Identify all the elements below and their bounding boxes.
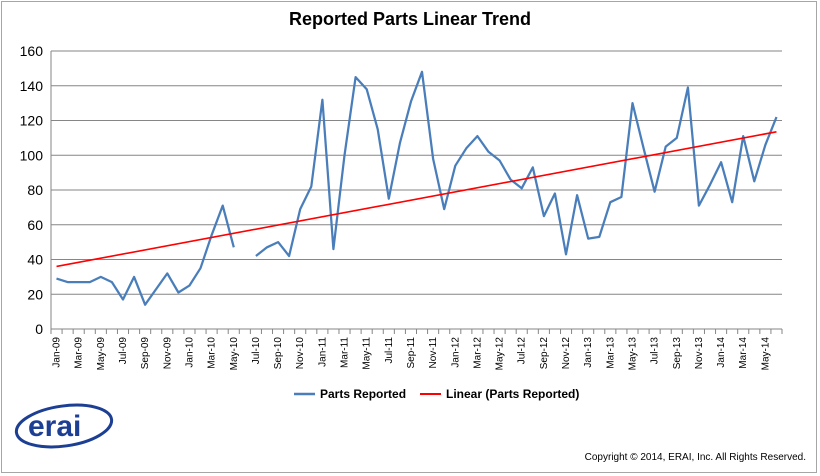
y-tick-label: 80 — [27, 182, 43, 198]
y-tick-label: 40 — [27, 252, 43, 268]
x-tick-label: Jul-11 — [384, 337, 395, 364]
x-tick-label: Jan-14 — [716, 337, 727, 368]
x-tick-label: Jul-09 — [118, 337, 129, 365]
copyright-text: Copyright © 2014, ERAI, Inc. All Rights … — [584, 452, 806, 463]
x-tick-label: May-10 — [229, 337, 240, 371]
x-tick-label: Jan-11 — [317, 337, 328, 367]
y-tick-label: 60 — [27, 217, 43, 233]
chart-title: Reported Parts Linear Trend — [288, 9, 532, 29]
x-tick-label: Jan-13 — [583, 337, 594, 368]
x-tick-label: May-13 — [627, 337, 638, 371]
x-tick-label: Mar-13 — [605, 337, 616, 369]
x-tick-label: Jan-12 — [450, 337, 461, 368]
x-tick-label: Sep-09 — [140, 337, 151, 370]
x-tick-label: Sep-10 — [273, 337, 284, 370]
x-tick-label: Mar-09 — [74, 337, 85, 369]
parts-reported-line — [56, 204, 235, 306]
x-tick-label: Jul-10 — [251, 337, 262, 365]
x-tick-label: Sep-13 — [672, 337, 683, 370]
x-tick-label: May-12 — [495, 337, 506, 371]
x-tick-label: May-11 — [362, 337, 373, 370]
y-tick-label: 120 — [20, 113, 44, 129]
x-tick-label: May-14 — [760, 337, 771, 371]
linear-trend-line — [56, 131, 777, 268]
x-tick-label: Nov-10 — [295, 337, 306, 370]
x-tick-label: Nov-11 — [428, 337, 439, 369]
x-tick-label: Mar-14 — [738, 337, 749, 369]
x-tick-label: Nov-12 — [561, 337, 572, 370]
x-tick-label: Mar-10 — [207, 337, 218, 369]
x-tick-label: Nov-09 — [162, 337, 173, 370]
y-tick-label: 160 — [20, 43, 44, 59]
axes — [50, 51, 783, 334]
x-tick-label: Mar-12 — [472, 337, 483, 369]
x-tick-label: Jul-13 — [650, 337, 661, 365]
y-tick-label: 140 — [20, 78, 44, 94]
legend-label-linear: Linear (Parts Reported) — [446, 387, 579, 401]
x-tick-label: Mar-11 — [340, 337, 351, 368]
x-tick-label: Jan-10 — [184, 337, 195, 368]
x-tick-label: Nov-13 — [694, 337, 705, 370]
series-lines — [56, 70, 778, 306]
parts-reported-line — [255, 70, 778, 258]
logo-text: erai — [28, 410, 81, 443]
y-tick-label: 0 — [35, 321, 43, 337]
x-axis-ticks: Jan-09 Mar-09 May-09 Jul-09 Sep-09 Nov-09 Jan-… — [52, 337, 772, 371]
x-tick-label: Jul-12 — [517, 337, 528, 365]
y-axis-ticks: 0 20 40 60 80 100 120 140 160 — [20, 43, 44, 337]
x-tick-label: Sep-11 — [406, 337, 417, 369]
legend: Parts Reported Linear (Parts Reported) — [294, 387, 579, 401]
y-tick-label: 100 — [20, 147, 44, 163]
x-tick-label: Jan-09 — [52, 337, 63, 368]
x-tick-label: Sep-12 — [539, 337, 550, 370]
x-tick-label: May-09 — [96, 337, 107, 371]
y-tick-label: 20 — [27, 286, 43, 302]
legend-label-parts-reported: Parts Reported — [320, 387, 406, 401]
